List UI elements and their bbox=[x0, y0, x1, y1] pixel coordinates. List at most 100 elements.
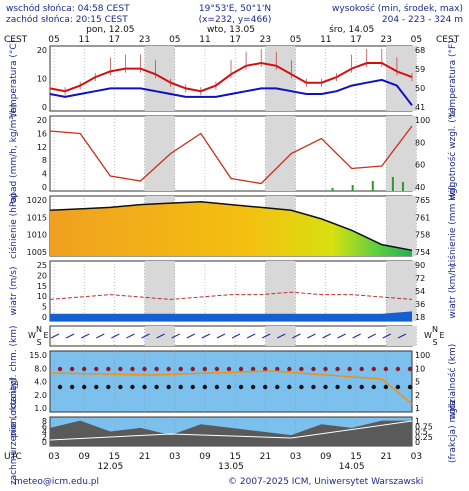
top-day-label: pon, 12.05 bbox=[86, 25, 134, 35]
cloud-top-dot bbox=[166, 366, 171, 372]
top-hour-label: 23 bbox=[139, 35, 150, 45]
wind-speed-area bbox=[50, 311, 412, 321]
pressure-line bbox=[49, 200, 413, 252]
cloud-top-dot bbox=[94, 366, 99, 372]
left-tick-label: 1020 bbox=[27, 196, 47, 205]
left-tick-label: 25 bbox=[37, 261, 47, 270]
cloud-base-dot bbox=[371, 384, 376, 390]
cloud-base-dot bbox=[154, 384, 159, 390]
right-tick-label: 5 bbox=[415, 378, 420, 387]
cloud-top-dot bbox=[287, 366, 292, 372]
top-hour-label: 23 bbox=[380, 35, 391, 45]
right-tick-label: 41 bbox=[415, 103, 425, 112]
left-tick-label: 4 bbox=[42, 428, 47, 437]
cloud-top-dot bbox=[226, 366, 232, 372]
wind-arrow bbox=[277, 333, 286, 339]
compass-letter: W bbox=[424, 331, 432, 340]
wind-arrow bbox=[126, 333, 135, 339]
left-axis-title: wiatr (m/s) bbox=[9, 267, 19, 316]
top-hour-label: 05 bbox=[169, 35, 180, 45]
wind-arrow bbox=[397, 333, 407, 339]
cloud-top-dot bbox=[178, 366, 183, 372]
cloud-base-dot bbox=[335, 384, 340, 390]
left-axis-title: opad (mm/h, kg/m²/h) bbox=[9, 104, 19, 203]
cloud-base-dot bbox=[202, 384, 208, 390]
left-axis-title: pion. rozciągł. chm. (km) bbox=[9, 326, 19, 438]
cloud-base-dot bbox=[69, 384, 75, 390]
cloud-top-dot bbox=[106, 366, 111, 372]
cloud-top-dot bbox=[250, 366, 256, 372]
cloud-top-dot bbox=[262, 366, 268, 372]
bottom-day-labels: 12.05 13.05 14.05 bbox=[97, 462, 364, 472]
cloud-top-dot bbox=[154, 366, 159, 372]
right-axis-title: (frakcja) mgła bbox=[448, 400, 458, 463]
left-tick-label: 20 bbox=[37, 116, 47, 125]
top-hour-labels: 05 11 17 23 05 11 17 23 05 11 17 23 05 bbox=[48, 35, 422, 45]
right-tick-label: 1 bbox=[415, 404, 420, 413]
left-tick-label: 2 bbox=[42, 433, 47, 442]
bottom-hour-label: 03 bbox=[411, 452, 422, 462]
cloud-base-dot bbox=[359, 384, 364, 390]
night-band bbox=[265, 261, 296, 321]
elevation-label: wysokość (min, środek, max) bbox=[332, 3, 463, 14]
left-tick-label: 1.0 bbox=[34, 404, 47, 413]
cloud-base-dot bbox=[214, 384, 220, 390]
cloud-base-dot bbox=[275, 384, 280, 390]
sunrise-text: wschód słońca: 04:58 CEST bbox=[6, 3, 130, 14]
bottom-hour-label: 03 bbox=[48, 452, 59, 462]
top-day-labels: pon, 12.05 wto, 13.05 śro, 14.05 bbox=[86, 24, 374, 35]
wind-arrow bbox=[246, 333, 256, 339]
left-axis-title: ciśnienie (hPa) bbox=[8, 193, 19, 259]
cloud-top-dot bbox=[395, 366, 401, 372]
compass-letter: E bbox=[439, 331, 444, 340]
cloud-base-dot bbox=[299, 384, 304, 390]
right-tick-label: 36 bbox=[415, 300, 425, 309]
precip-bar bbox=[351, 185, 354, 191]
cloud-base-dot bbox=[287, 384, 292, 390]
panel-frame bbox=[49, 350, 413, 413]
bottom-hour-label: 15 bbox=[350, 452, 361, 462]
top-hour-label: 11 bbox=[199, 35, 210, 45]
bottom-hour-label: 09 bbox=[199, 452, 211, 462]
coords-text: 19°53'E, 50°1'N bbox=[199, 4, 271, 14]
wind-arrow bbox=[141, 333, 150, 339]
cloud-base-dot bbox=[323, 384, 328, 390]
panel-frame bbox=[49, 45, 413, 112]
left-tick-label: 2.0 bbox=[34, 391, 47, 400]
cloud-base-dot bbox=[250, 384, 256, 390]
left-tick-label: 10 bbox=[37, 75, 47, 84]
night-band bbox=[386, 46, 417, 111]
bottom-hour-label: 21 bbox=[260, 452, 271, 462]
top-hour-label: 11 bbox=[78, 35, 89, 45]
wind-arrow bbox=[171, 333, 180, 339]
cloud-cover-area bbox=[50, 420, 412, 446]
left-tick-label: 8 bbox=[42, 156, 47, 165]
bottom-hour-label: 03 bbox=[290, 452, 301, 462]
right-tick-label: 50 bbox=[415, 84, 425, 93]
wind-arrow bbox=[156, 333, 165, 339]
right-tick-label: 80 bbox=[415, 138, 425, 147]
cloud-base-dot bbox=[407, 384, 413, 390]
wind-arrow bbox=[352, 333, 361, 339]
temp-dew-line bbox=[49, 78, 413, 106]
pressure-area bbox=[50, 201, 412, 256]
left-tick-label: 0 bbox=[42, 103, 47, 112]
wind-arrow bbox=[111, 333, 120, 339]
cloud-top-dot bbox=[347, 366, 352, 372]
wind-arrow bbox=[65, 333, 75, 339]
compass-letter: S bbox=[36, 338, 41, 347]
left-tick-label: 20 bbox=[37, 46, 47, 55]
footer-email[interactable]: meteo@icm.edu.pl bbox=[14, 477, 99, 487]
right-tick-label: 72 bbox=[415, 274, 425, 283]
right-axis-title: wilgotność wzgl. (%) bbox=[447, 107, 458, 199]
cloud-top-dot bbox=[142, 366, 147, 372]
wind-gust-line bbox=[49, 291, 413, 300]
bottom-hour-label: 03 bbox=[169, 452, 180, 462]
right-axis-title: widzialność (km) bbox=[447, 344, 458, 420]
left-tick-label: 8.0 bbox=[34, 364, 47, 373]
cloud-top-dot bbox=[311, 366, 316, 372]
right-tick-label: 758 bbox=[415, 231, 430, 240]
compass-letter: E bbox=[43, 331, 48, 340]
wind-arrow bbox=[231, 333, 241, 339]
top-tz-left: CEST bbox=[4, 35, 28, 45]
